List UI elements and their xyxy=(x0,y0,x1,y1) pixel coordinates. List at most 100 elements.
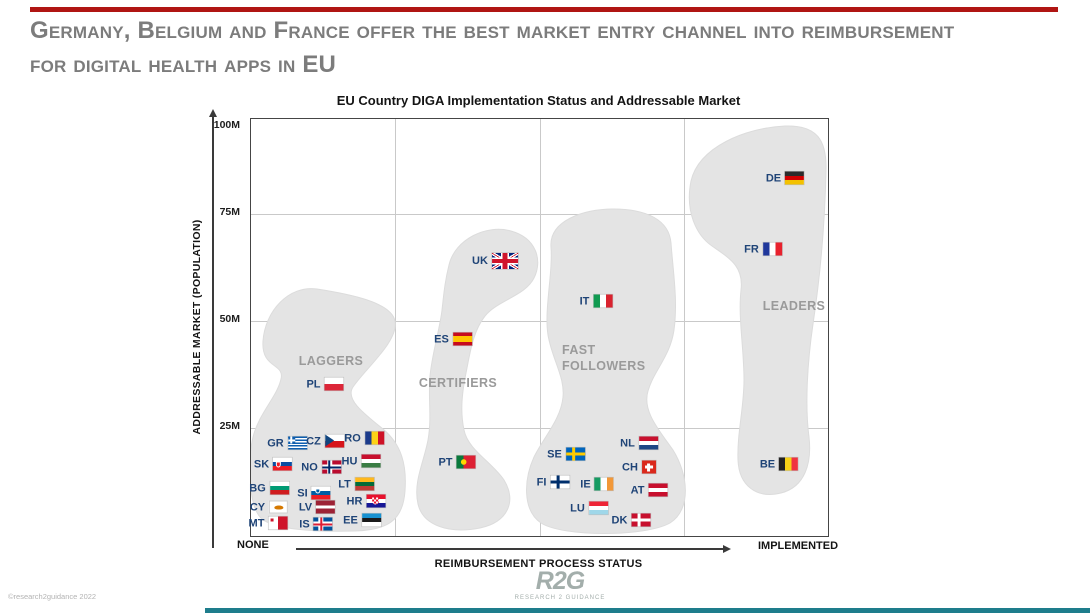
country-code-lv: LV xyxy=(298,501,313,513)
x-axis-title: REIMBURSEMENT PROCESS STATUS xyxy=(434,558,643,570)
r2g-logo-subtext: Research 2 Guidance xyxy=(514,595,606,601)
country-marker-si: SI xyxy=(297,486,331,500)
country-marker-nl: NL xyxy=(620,436,658,450)
gridline-vertical xyxy=(395,119,397,536)
country-code-is: IS xyxy=(299,518,310,530)
flag-icon-hr xyxy=(366,494,386,508)
country-marker-fr: FR xyxy=(744,242,782,256)
country-code-se: SE xyxy=(547,448,562,460)
y-tick-25m: 25M xyxy=(219,420,240,432)
r2g-logo: R2G Research 2 Guidance xyxy=(500,568,620,601)
plot-area: LAGGERS CERTIFIERS FAST FOLLOWERS LEADERS D… xyxy=(248,118,829,537)
country-marker-de: DE xyxy=(765,171,805,185)
bottom-accent-bar xyxy=(205,608,1090,613)
flag-icon-si xyxy=(311,486,331,500)
country-code-dk: DK xyxy=(611,514,628,526)
group-label-leaders: LEADERS xyxy=(762,299,826,313)
flag-icon-at xyxy=(648,483,668,497)
blob-laggers xyxy=(251,288,406,532)
flag-icon-dk xyxy=(631,513,651,527)
flag-icon-is xyxy=(313,517,333,531)
chart-title: EU Country DIGA Implementation Status an… xyxy=(336,93,741,108)
flag-icon-sk xyxy=(273,457,293,471)
r2g-logo-text: R2G xyxy=(535,567,585,595)
x-axis-arrow xyxy=(296,545,731,552)
country-code-hr: HR xyxy=(346,495,363,507)
country-code-pt: PT xyxy=(438,456,453,468)
country-code-ee: EE xyxy=(343,514,358,526)
flag-icon-bg xyxy=(269,481,289,495)
flag-icon-mt xyxy=(268,516,288,530)
flag-icon-lv xyxy=(316,500,336,514)
top-accent-bar xyxy=(30,7,1058,12)
country-code-ro: RO xyxy=(344,432,361,444)
group-label-fast-followers: FAST FOLLOWERS xyxy=(562,343,646,373)
flag-icon-lu xyxy=(588,501,608,515)
flag-icon-gr xyxy=(287,436,307,450)
country-code-uk: UK xyxy=(472,255,488,267)
country-code-ie: IE xyxy=(580,478,591,490)
y-axis-ticks: 100M 75M 50M 25M xyxy=(150,118,245,535)
country-marker-sk: SK xyxy=(253,457,293,471)
country-code-pl: PL xyxy=(306,378,321,390)
country-marker-hu: HU xyxy=(341,454,381,468)
flag-icon-nl xyxy=(638,436,658,450)
country-marker-es: ES xyxy=(434,332,472,346)
country-code-no: NO xyxy=(301,461,318,473)
country-code-lu: LU xyxy=(570,502,585,514)
country-code-cz: CZ xyxy=(306,435,321,447)
x-axis-max-label: IMPLEMENTED xyxy=(758,540,839,552)
country-code-de: DE xyxy=(765,172,782,184)
flag-icon-de xyxy=(785,171,805,185)
country-code-hu: HU xyxy=(341,455,358,467)
flag-icon-ch xyxy=(641,460,656,474)
flag-icon-cy xyxy=(269,500,289,514)
gridline-vertical xyxy=(539,119,541,536)
country-marker-bg: BG xyxy=(249,481,289,495)
flag-icon-ro xyxy=(364,431,384,445)
country-code-sk: SK xyxy=(253,458,270,470)
blob-certifiers xyxy=(416,228,539,531)
country-marker-pl: PL xyxy=(306,377,344,391)
country-marker-mt: MT xyxy=(248,516,288,530)
country-marker-is: IS xyxy=(299,517,333,531)
flag-icon-se xyxy=(565,447,585,461)
y-tick-50m: 50M xyxy=(219,313,240,325)
country-code-nl: NL xyxy=(620,437,635,449)
country-code-lt: LT xyxy=(338,478,351,490)
flag-icon-hu xyxy=(361,454,381,468)
country-code-it: IT xyxy=(579,295,590,307)
flag-icon-ee xyxy=(361,513,381,527)
copyright-text: ©research2guidance 2022 xyxy=(8,592,97,601)
y-tick-100m: 100M xyxy=(213,119,240,131)
flag-icon-pl xyxy=(324,377,344,391)
country-marker-fi: FI xyxy=(537,475,570,489)
country-marker-ro: RO xyxy=(344,431,384,445)
country-marker-dk: DK xyxy=(611,513,651,527)
flag-icon-uk xyxy=(491,253,518,269)
group-label-certifiers: CERTIFIERS xyxy=(418,376,498,390)
country-code-gr: GR xyxy=(267,437,284,449)
country-marker-cz: CZ xyxy=(306,434,344,448)
slide-title-line-2: for digital health apps in EU xyxy=(30,51,337,78)
country-marker-se: SE xyxy=(547,447,585,461)
country-marker-lt: LT xyxy=(338,477,374,491)
flag-icon-no xyxy=(321,460,341,474)
flag-icon-cz xyxy=(324,434,344,448)
country-marker-it: IT xyxy=(579,294,613,308)
country-code-mt: MT xyxy=(248,517,265,529)
y-tick-75m: 75M xyxy=(219,206,240,218)
flag-icon-es xyxy=(452,332,472,346)
flag-icon-ie xyxy=(594,477,614,491)
flag-icon-lt xyxy=(354,477,374,491)
flag-icon-pt xyxy=(456,455,476,469)
country-marker-ch: CH xyxy=(622,460,656,474)
flag-icon-it xyxy=(593,294,613,308)
country-marker-lv: LV xyxy=(298,500,336,514)
country-marker-hr: HR xyxy=(346,494,386,508)
y-axis-arrow xyxy=(209,109,216,548)
flag-icon-fi xyxy=(550,475,570,489)
blob-leaders xyxy=(688,125,827,495)
slide-title: Germany, Belgium and France offer the be… xyxy=(30,14,1070,82)
